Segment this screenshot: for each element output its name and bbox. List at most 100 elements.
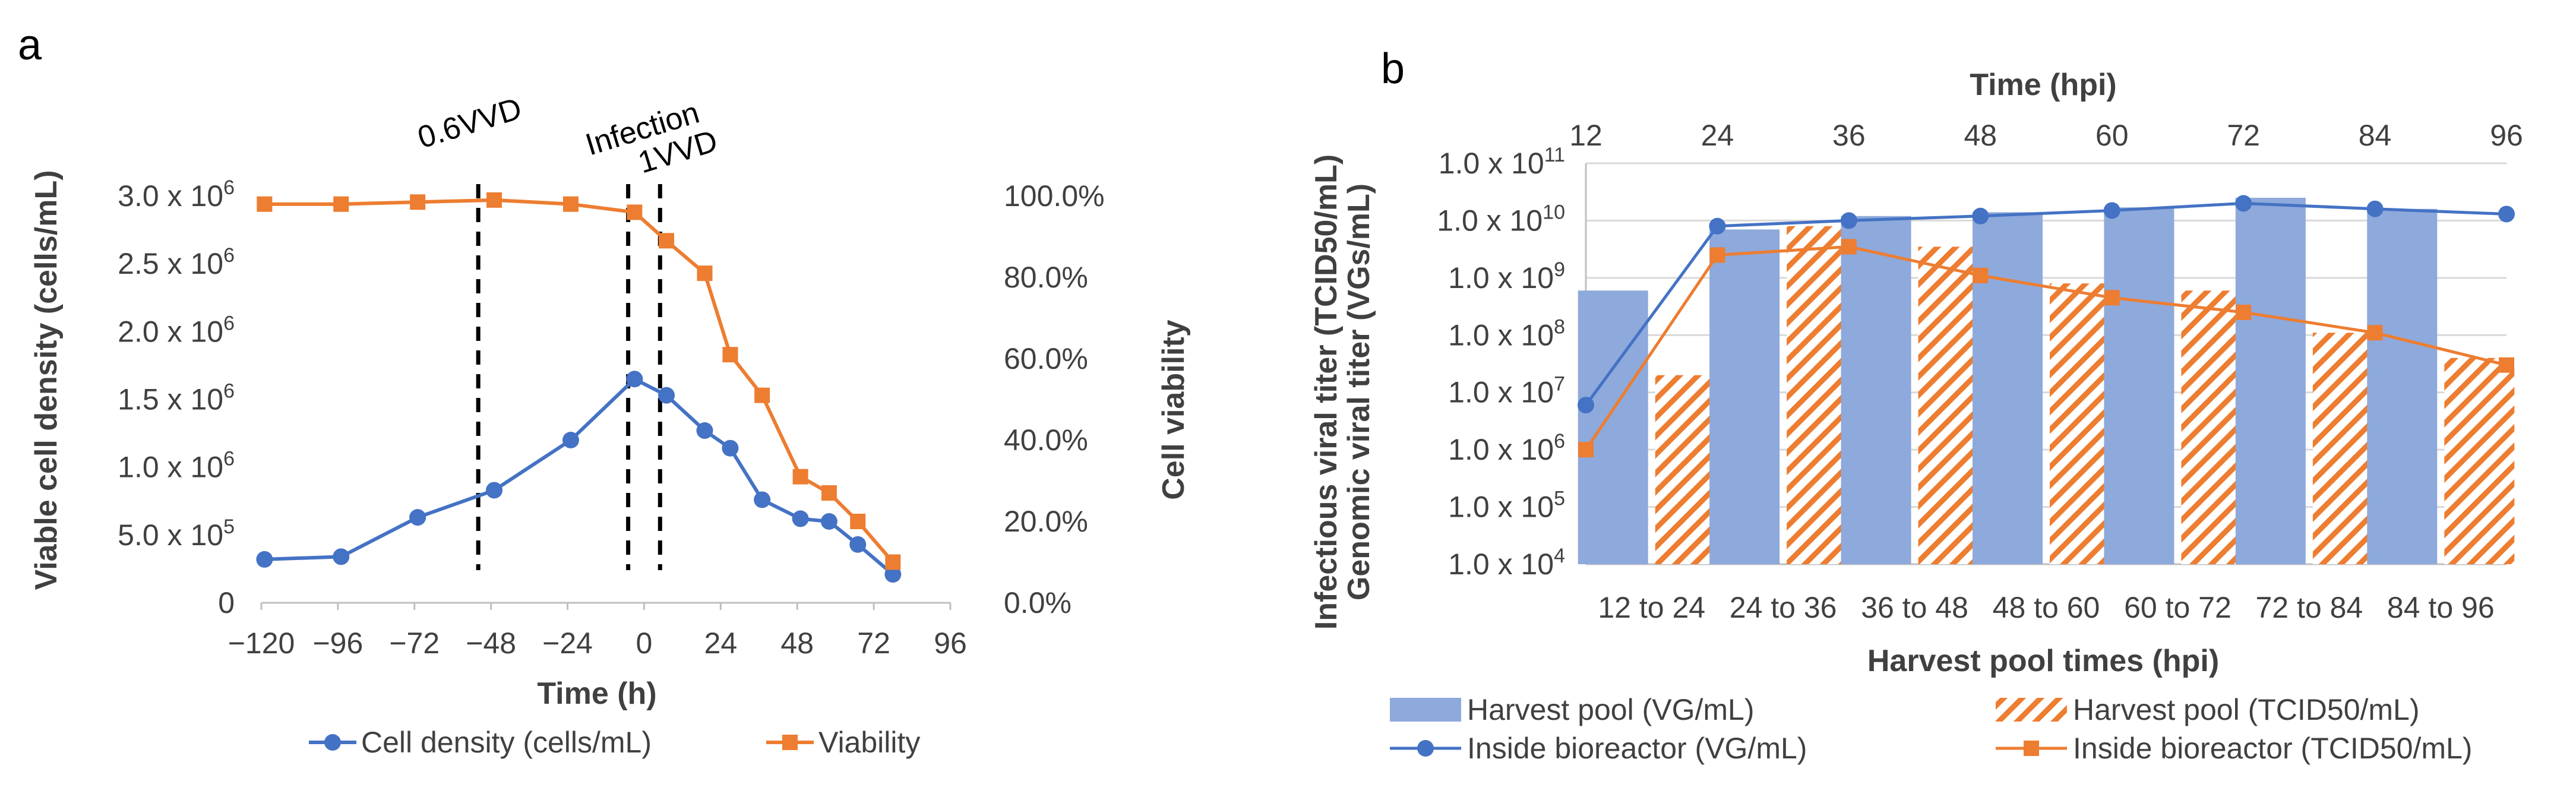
b-bar-harvest-vg [1709,229,1780,564]
a-series-0-point [722,439,739,457]
panel-a: a 0 5.0 x 105 1.0 x 106 1.5 x 106 2.0 x 106 2… [18,21,1191,759]
b-series-0-point [2235,195,2252,212]
panel-b-letter: b [1381,45,1405,93]
a-series-line-1 [264,198,895,564]
a-y-tick-label: 3.0 x 106 [118,176,235,213]
b-top-tick-label: 96 [2490,119,2523,152]
a-series-0-point [820,513,837,530]
b-bar-harvest-vg [2235,198,2306,564]
b-top-tick-label: 48 [1964,119,1997,152]
a-series-1-point [257,196,273,212]
b-top-tick-label: 60 [2095,119,2129,152]
a-series-1-point [850,514,866,529]
b-top-axis-title: Time (hpi) [1970,68,2116,102]
a-y-tick-label: 1.5 x 106 [118,380,235,416]
a-series-0-point [256,551,273,568]
a-legend-label-0: Cell density (cells/mL) [361,726,652,759]
b-top-tick-label: 24 [1701,119,1734,152]
b-bar-harvest-vg [1841,216,1911,565]
a-y2-tick-label: 80.0% [1004,261,1088,294]
b-series-1-point [1709,247,1725,263]
b-series-1-point [2104,290,2120,306]
a-series-0-point [792,510,809,527]
b-series-1-point [2367,325,2383,341]
a-y2-tick-label: 0.0% [1004,586,1072,619]
a-series-0-point [626,371,643,388]
a-series-0-point [696,422,713,439]
b-bar-harvest-tcid50 [2444,358,2515,564]
a-series-1-point [697,265,713,282]
b-top-tick-label: 72 [2227,119,2260,152]
a-series-0-point [562,432,579,448]
a-x-tick-label: −72 [389,627,440,660]
b-series-0-point [1578,397,1594,414]
a-x-tick-label: 96 [934,627,967,660]
a-series-0-point [333,548,350,565]
a-annotation-0: 0.6VVD [414,91,526,156]
b-series-1-point [2236,304,2252,320]
a-y2-tick-label: 20.0% [1004,505,1088,538]
b-y-tick-label: 1.0 x 1010 [1437,201,1565,237]
b-series-1-point [1973,267,1989,283]
a-series-1-point [821,485,837,501]
b-x-axis-title: Harvest pool times (hpi) [1867,644,2219,678]
b-series-0-point [1972,207,1989,224]
a-y-tick-label: 0 [218,586,235,619]
b-series-0-point [2103,202,2120,219]
a-series-1-point [792,469,808,485]
a-series-1-point [562,196,579,212]
b-legend-swatch-0 [1390,698,1461,722]
a-y-tick-label: 5.0 x 105 [118,515,235,552]
b-y-tick-label: 1.0 x 106 [1448,430,1565,466]
b-legend-marker-3 [2024,741,2039,756]
b-y-tick-label: 1.0 x 109 [1448,258,1565,295]
b-y-axis-title-infectious: Infectious viral titer (TCID50/mL) [1309,154,1344,630]
a-series-1-point [410,194,426,210]
a-y-tick-label: 2.5 x 106 [118,244,235,280]
a-legend-label-1: Viability [818,726,920,759]
a-y-axis-title: Viable cell density (cells/mL) [29,170,64,590]
a-x-tick-label: 24 [704,627,738,660]
a-series-0-point [409,509,426,526]
b-top-tick-label: 84 [2359,119,2392,152]
a-series-0-point [658,387,675,404]
b-x-tick-label: 24 to 36 [1730,591,1837,624]
a-series-1-point [333,196,349,212]
b-series-0-point [1709,217,1726,235]
b-bar-harvest-vg [1973,212,2043,564]
a-x-tick-label: −48 [466,627,516,660]
a-x-axis-title: Time (h) [537,676,656,711]
b-series-1-point [1841,239,1857,255]
b-legend-label-3: Inside bioreactor (TCID50/mL) [2073,732,2472,765]
b-y-axis-title-genomic: Genomic viral titer (VGs/mL) [1342,184,1376,600]
b-legend-label-1: Harvest pool (TCID50/mL) [2073,693,2420,726]
b-legend-label-0: Harvest pool (VG/mL) [1467,693,1754,726]
a-series-0-point [849,536,867,553]
a-y-tick-label: 2.0 x 106 [118,312,235,348]
b-legend-swatch-1 [1996,698,2067,722]
b-legend-marker-2 [1417,740,1434,757]
b-y-tick-label: 1.0 x 105 [1448,488,1565,524]
a-x-tick-label: 72 [857,627,890,660]
b-x-tick-label: 60 to 72 [2124,591,2232,624]
a-series-1-point [754,387,770,403]
b-y-tick-label: 1.0 x 107 [1448,373,1565,409]
a-x-tick-label: −24 [542,627,593,660]
a-y2-tick-label: 60.0% [1004,342,1088,375]
b-top-tick-label: 12 [1569,119,1603,152]
a-series-1-point [659,233,675,249]
a-series-1-point [885,554,901,570]
b-y-tick-label: 1.0 x 104 [1448,545,1565,581]
b-bar-harvest-vg [2104,207,2174,564]
a-series-1-point [722,347,738,363]
panel-a-letter: a [18,21,42,69]
panel-b: b Time (hpi) 12 24 36 48 60 72 84 96 1.0 x 104 1… [1309,45,2523,765]
a-y2-tick-label: 100.0% [1004,179,1105,213]
b-bar-harvest-vg [2367,208,2438,564]
a-series-0-point [884,566,902,583]
b-x-tick-label: 72 to 84 [2255,591,2363,624]
a-y2-axis-title: Cell viability [1156,320,1191,500]
a-y2-tick-label: 40.0% [1004,423,1088,457]
a-x-tick-label: 0 [636,627,653,660]
